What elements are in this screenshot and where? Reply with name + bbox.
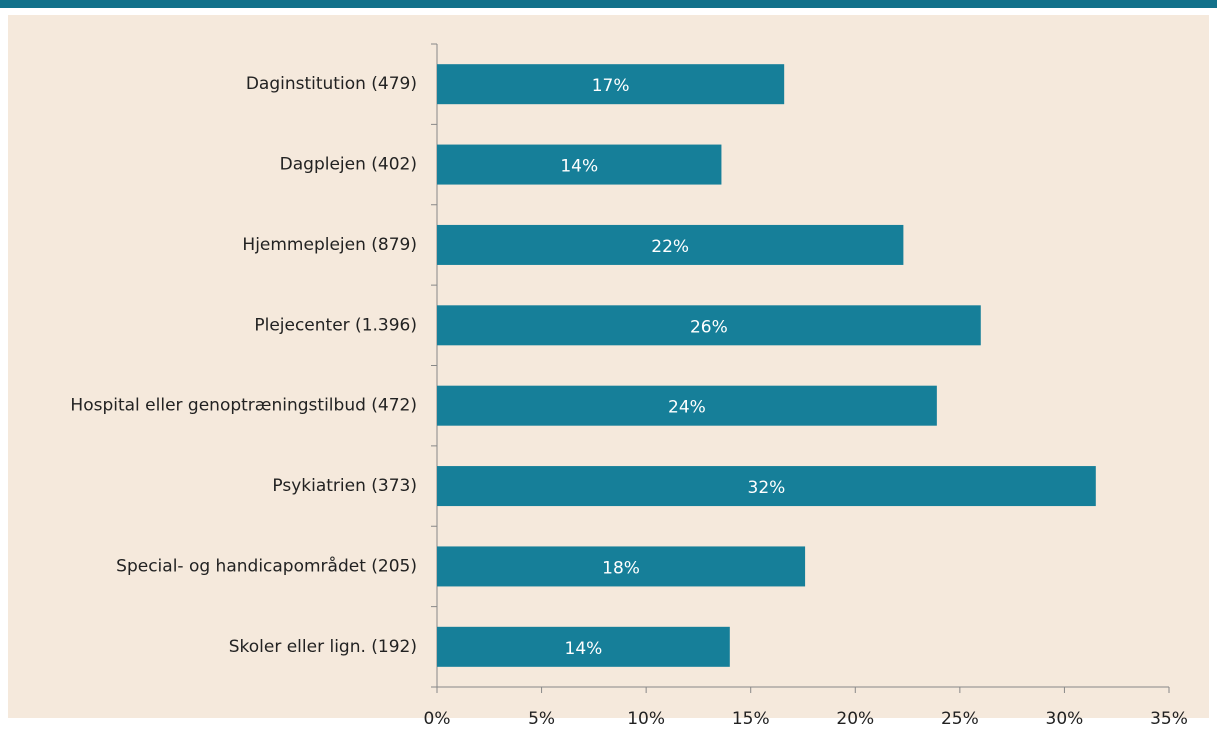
bar [437, 626, 730, 667]
data-label: 22% [651, 237, 689, 257]
y-tick-label: Skoler eller lign. (192) [229, 637, 417, 657]
data-label: 26% [690, 317, 728, 337]
data-label: 18% [602, 558, 640, 578]
bar [437, 385, 937, 426]
top-band [0, 0, 1217, 8]
x-tick-label: 5% [528, 709, 555, 729]
data-label: 14% [565, 639, 603, 659]
data-label: 14% [560, 157, 598, 177]
y-tick-label: Hjemmeplejen (879) [242, 235, 417, 255]
y-tick-label: Plejecenter (1.396) [254, 315, 417, 335]
x-tick-label: 15% [732, 709, 770, 729]
x-tick-label: 25% [941, 709, 979, 729]
bar [437, 305, 981, 346]
x-tick-label: 20% [836, 709, 874, 729]
bar [437, 224, 904, 265]
data-label: 32% [748, 478, 786, 498]
y-tick-label: Psykiatrien (373) [272, 476, 417, 496]
data-label: 17% [592, 76, 630, 96]
bar [437, 64, 785, 105]
x-tick-label: 30% [1046, 709, 1084, 729]
bar [437, 546, 806, 587]
y-tick-label: Dagplejen (402) [280, 155, 417, 175]
x-tick-label: 10% [627, 709, 665, 729]
bar [437, 466, 1096, 507]
y-tick-label: Daginstitution (479) [246, 74, 417, 94]
y-tick-label: Special- og handicapområdet (205) [116, 555, 417, 576]
x-tick-label: 35% [1150, 709, 1188, 729]
y-tick-label: Hospital eller genoptræningstilbud (472) [70, 396, 417, 416]
x-tick-label: 0% [424, 709, 451, 729]
data-label: 24% [668, 398, 706, 418]
panel [8, 15, 1209, 718]
bar [437, 144, 722, 185]
